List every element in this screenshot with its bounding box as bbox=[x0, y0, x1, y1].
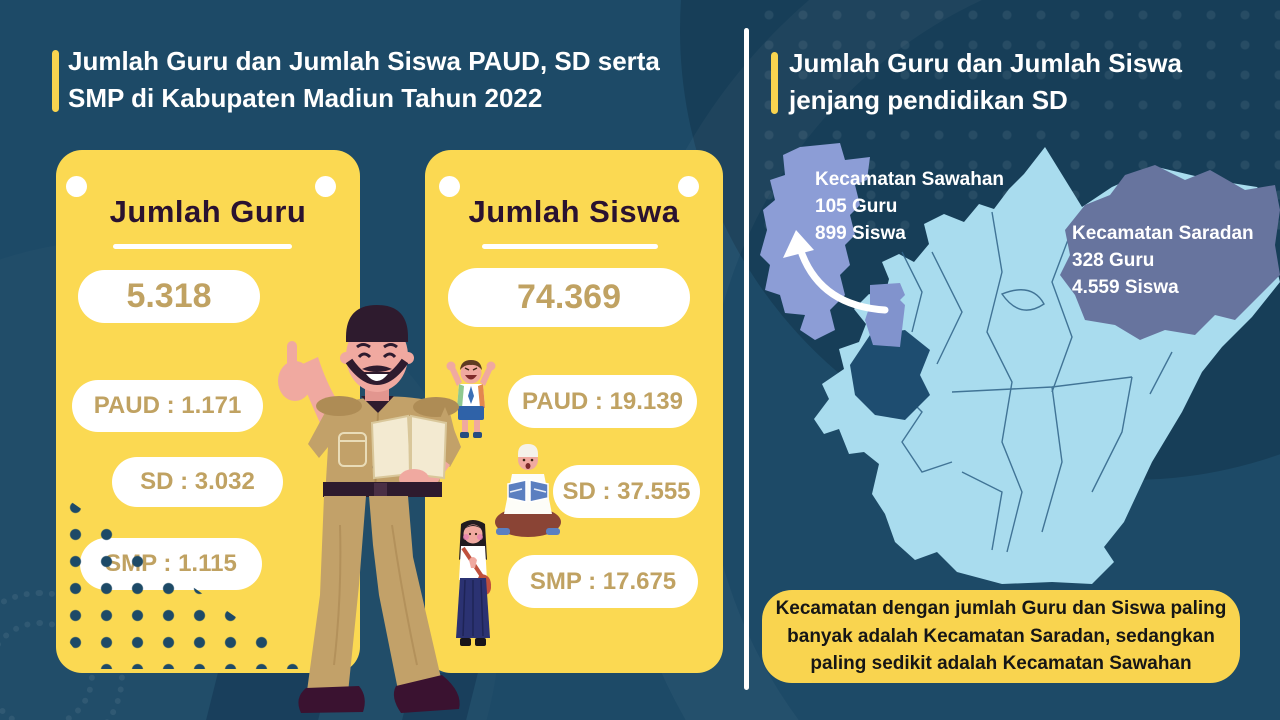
guru-card-underline bbox=[113, 244, 292, 249]
siswa-card-title: Jumlah Siswa bbox=[468, 194, 680, 229]
guru-card-title: Jumlah Guru bbox=[109, 194, 307, 229]
sawahan-name: Kecamatan Sawahan bbox=[815, 169, 1005, 190]
saradan-name: Kecamatan Saradan bbox=[1072, 223, 1254, 244]
guru-total-pill: 5.318 bbox=[78, 270, 260, 323]
saradan-guru: 328 Guru bbox=[1072, 250, 1155, 271]
saradan-label: Kecamatan Saradan 328 Guru 4.559 Siswa bbox=[1072, 220, 1254, 301]
card-pin-circle bbox=[66, 176, 87, 197]
student-paud-illustration bbox=[446, 360, 496, 438]
right-title-line2: jenjang pendidikan SD bbox=[789, 85, 1068, 115]
siswa-paud-pill: PAUD : 19.139 bbox=[508, 375, 697, 428]
panel-divider bbox=[744, 28, 749, 690]
sawahan-guru: 105 Guru bbox=[815, 196, 898, 217]
card-pin-circle bbox=[439, 176, 460, 197]
madiun-district-map bbox=[760, 143, 1280, 584]
guru-paud-pill: PAUD : 1.171 bbox=[72, 380, 263, 432]
siswa-card-underline bbox=[482, 244, 658, 249]
student-smp-illustration bbox=[456, 520, 492, 646]
teacher-illustration bbox=[278, 305, 461, 713]
card-pin-circle bbox=[315, 176, 336, 197]
sawahan-arrow bbox=[798, 250, 889, 314]
guru-card: Jumlah Guru 5.318 PAUD : 1.171 SD : 3.03… bbox=[56, 150, 360, 673]
siswa-sd-pill: SD : 37.555 bbox=[553, 465, 700, 518]
right-title-accent-bar bbox=[771, 52, 778, 114]
left-title-line2: SMP di Kabupaten Madiun Tahun 2022 bbox=[68, 83, 543, 113]
siswa-total-pill: 74.369 bbox=[448, 268, 690, 327]
right-title-line1: Jumlah Guru dan Jumlah Siswa bbox=[789, 48, 1182, 78]
sawahan-siswa: 899 Siswa bbox=[815, 223, 906, 244]
saradan-siswa: 4.559 Siswa bbox=[1072, 277, 1179, 298]
left-title-accent-bar bbox=[52, 50, 59, 112]
left-panel-title: Jumlah Guru dan Jumlah Siswa PAUD, SD se… bbox=[68, 43, 660, 117]
card-pin-circle bbox=[678, 176, 699, 197]
guru-sd-pill: SD : 3.032 bbox=[112, 457, 283, 507]
sawahan-label: Kecamatan Sawahan 105 Guru 899 Siswa bbox=[815, 166, 1004, 247]
right-panel-title: Jumlah Guru dan Jumlah Siswa jenjang pen… bbox=[789, 45, 1182, 119]
student-sd-illustration bbox=[495, 444, 561, 537]
conclusion-note: Kecamatan dengan jumlah Guru dan Siswa p… bbox=[762, 590, 1240, 683]
left-title-line1: Jumlah Guru dan Jumlah Siswa PAUD, SD se… bbox=[68, 46, 660, 76]
siswa-smp-pill: SMP : 17.675 bbox=[508, 555, 698, 608]
